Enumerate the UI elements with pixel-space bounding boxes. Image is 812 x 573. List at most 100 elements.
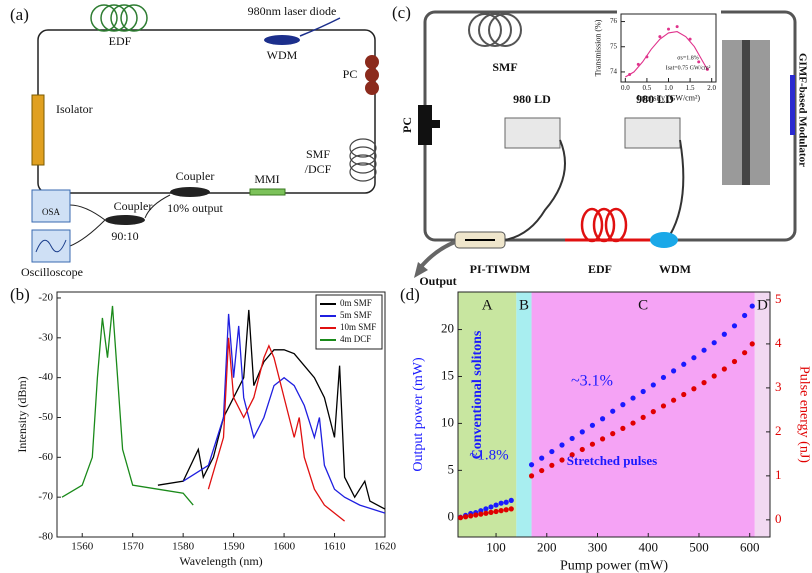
chart: 0.0 0.5 1.0 1.5 2.0 74 75 76 Intensity (GW/cm²) T…: [593, 13, 717, 103]
legend-label: 5m SMF: [340, 310, 372, 320]
annotation: ~3.1%: [571, 373, 613, 390]
data-point: [701, 347, 707, 353]
data-point: [528, 462, 535, 468]
series-line: [61, 305, 194, 506]
label: SMF: [492, 60, 517, 74]
data-point: [711, 340, 717, 346]
data-point: [671, 368, 677, 374]
data-point: [498, 508, 504, 514]
legend-label: 10m SMF: [340, 322, 376, 332]
y-tick-label: 76: [610, 17, 618, 25]
panel-label: (a): [10, 5, 29, 24]
y2-tick-label: 5: [775, 291, 782, 306]
x-tick-label: 1.0: [664, 84, 673, 92]
y2-tick-label: 3: [775, 379, 782, 394]
panel-label: (c): [392, 3, 411, 22]
modulator: [790, 75, 795, 135]
data-point: [650, 382, 656, 388]
data-point: [658, 35, 662, 39]
smf-coil: [349, 138, 377, 182]
label: 980 LD: [636, 92, 674, 106]
series-line: [157, 309, 386, 510]
x-tick-label: 2.0: [707, 84, 716, 92]
label: OSA: [42, 207, 61, 217]
data-point: [697, 60, 701, 64]
region-label: B: [519, 297, 529, 313]
diagram-a: (a) EDF 980nm laser diode WDM PC Isolato…: [10, 4, 379, 279]
y-tick-label: -30: [38, 331, 53, 343]
x-tick-label: 1590: [223, 540, 246, 552]
label: 90:10: [111, 229, 138, 243]
x-tick-label: 1.5: [686, 84, 695, 92]
data-point: [528, 473, 535, 479]
plot-frame: [457, 291, 771, 538]
data-point: [667, 27, 670, 31]
y2-tick-label: 0: [775, 511, 782, 526]
y-tick-label: -50: [38, 411, 53, 423]
coupler: [105, 215, 145, 225]
label: Isolator: [56, 102, 93, 116]
data-point: [539, 455, 545, 461]
output-fiber: [144, 194, 171, 219]
data-point: [493, 508, 499, 515]
fiber: [69, 204, 106, 247]
data-point: [473, 512, 479, 518]
inset-bg: [617, 8, 721, 108]
chart: 1560 1570 1580 1590 1600 1610 1620 -80 -70 -60 -50…: [10, 285, 397, 568]
data-point: [559, 457, 565, 463]
region-label: D: [757, 297, 768, 313]
x-tick-label: 1580: [172, 540, 195, 552]
x-tick-label: 400: [638, 540, 658, 555]
y-tick-label: 75: [610, 42, 618, 50]
data-point: [711, 373, 717, 379]
x-tick-label: 1620: [374, 540, 397, 552]
wdm: [264, 35, 300, 45]
label: Coupler: [176, 169, 215, 183]
data-point: [463, 514, 469, 520]
x-tick-label: 300: [588, 540, 608, 555]
label: 980 LD: [513, 92, 551, 106]
data-point: [721, 331, 727, 337]
ld-box: [504, 117, 561, 149]
label: EDF: [109, 34, 132, 48]
data-point: [650, 409, 656, 415]
x-axis-label: Intensity (GW/cm²): [637, 94, 700, 103]
edf-coil: [580, 207, 628, 243]
data-point: [660, 403, 667, 409]
label: MMI: [254, 172, 279, 186]
series-line: [207, 337, 346, 522]
region: [754, 292, 770, 537]
data-point: [620, 402, 626, 408]
data-point: [620, 425, 626, 431]
data-point: [688, 37, 692, 41]
data-point: [749, 341, 755, 347]
region-label: A: [482, 297, 493, 313]
label: Output: [419, 274, 456, 288]
data-point: [508, 506, 514, 512]
data-point: [630, 420, 636, 426]
data-point: [742, 312, 748, 319]
osa-icon: [31, 189, 71, 223]
x-tick-label: 1600: [273, 540, 296, 552]
data-point: [742, 350, 748, 356]
data-point: [478, 511, 484, 517]
x-tick-label: 600: [740, 540, 760, 555]
legend-label: 0m SMF: [340, 298, 372, 308]
label: PC: [343, 67, 358, 81]
diagram-c: (c) SMF PC 980 LD 980 LD PI-TIWDM EDF WD…: [392, 3, 808, 288]
x-axis-label: Pump power (mW): [560, 559, 668, 573]
y-tick-label: 74: [610, 68, 618, 76]
data-point: [691, 386, 697, 392]
pc-knob: [432, 120, 440, 128]
data-point: [508, 497, 514, 503]
data-point: [721, 366, 727, 372]
output-arrow: [418, 240, 456, 270]
annotation: σs=1.8%: [677, 55, 698, 61]
data-point: [503, 507, 509, 513]
label: 10% output: [167, 201, 223, 215]
data-point: [671, 397, 677, 403]
coupler: [170, 187, 210, 197]
pump-fiber: [299, 17, 341, 37]
data-point: [468, 513, 474, 519]
